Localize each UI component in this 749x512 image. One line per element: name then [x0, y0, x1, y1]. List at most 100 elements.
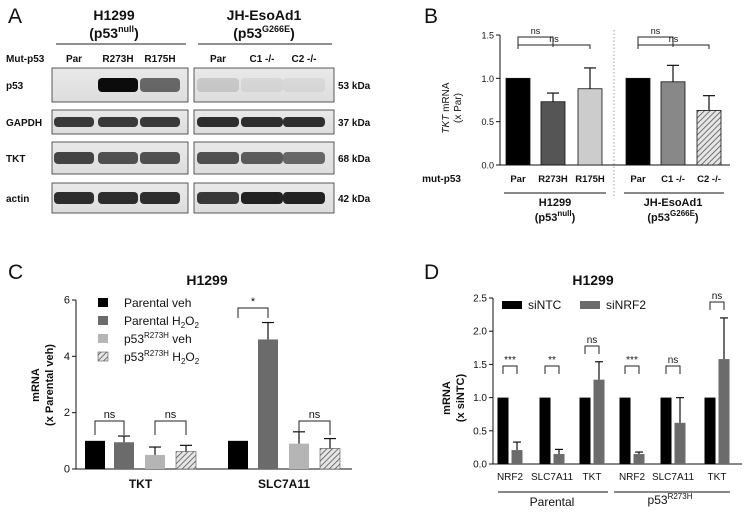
band-gapdh-left-3	[140, 117, 180, 127]
panel-b-y-tick-label: 0.5	[481, 117, 494, 127]
band-p53-right-3	[283, 78, 325, 92]
panel-d-ylabel: mRNA	[441, 381, 453, 415]
panel-d-y-tick-label: 0.5	[473, 426, 487, 437]
panel-d-group-p53-r273h: p53R273H	[648, 492, 693, 507]
legend-swatch-parental-veh	[98, 298, 108, 307]
panel-c-tkt-parental-bracket	[94, 420, 125, 435]
blot-label-p53: p53	[6, 81, 24, 92]
panel-b-c1-vs-par-significance: ns	[651, 26, 661, 36]
band-gapdh-right-2	[241, 117, 283, 127]
panel-d-6-bracket	[709, 301, 725, 310]
blot-label-actin: actin	[6, 194, 29, 205]
panel-b-row-label: mut-p53	[422, 174, 461, 185]
blot-p53-right	[193, 67, 335, 103]
panel-b-x-tick-3: R175H	[575, 174, 605, 185]
panel-d-x-tick-6: TKT	[708, 472, 727, 483]
panel-c-slc7a11-parental-bracket	[237, 307, 269, 318]
panel-c-bar-parental-veh-tkt	[85, 440, 105, 469]
panel-b-group-jh-esoad1: JH-EsoAd1	[644, 197, 703, 209]
panel-b: B TKT mRNA (x Par) 0.0 0.5 1.0 1.5 Par R273H R…	[422, 5, 730, 224]
panel-b-x-tick-6: C2 -/-	[697, 174, 721, 185]
panel-b-c2-vs-par-bracket	[637, 44, 710, 49]
panel-b-y-tick-label: 1.5	[481, 31, 494, 41]
panel-c-legend: Parental veh Parental H2O2 p53R273H veh …	[97, 296, 200, 366]
lane-label-left-par: Par	[66, 54, 82, 65]
band-p53-right-2	[241, 78, 283, 92]
band-tkt-right-1	[197, 152, 239, 164]
panel-d-y-tick-label: 0.0	[473, 460, 487, 471]
band-gapdh-right-1	[197, 117, 239, 127]
panel-d-x-tick-1: NRF2	[497, 472, 524, 483]
legend-swatch-sinrf2	[580, 301, 600, 309]
legend-swatch-p53-r273h-veh	[98, 334, 108, 343]
band-gapdh-left-2	[98, 117, 138, 127]
panel-c-x-tick-tkt: TKT	[129, 477, 153, 491]
panel-b-group-h1299: H1299	[539, 197, 571, 209]
panel-d: D H1299 mRNA (x siNTC) 0.0 0.5 1.0 1.5 2.0 2.…	[424, 261, 742, 509]
band-actin-left-1	[54, 192, 94, 204]
panel-c-title: H1299	[186, 272, 227, 288]
band-gapdh-left-1	[54, 117, 94, 127]
panel-b-bar-5	[660, 81, 686, 166]
panel-d-legend: siNTC siNRF2	[502, 298, 646, 312]
panel-d-chart: 0.0 0.5 1.0 1.5 2.0 2.5 NRF2 SLC7A11 TKT NRF2 SLC7…	[473, 291, 742, 493]
lane-label-right-c2: C2 -/-	[292, 54, 317, 65]
legend-swatch-sintc	[502, 301, 522, 309]
blot-size-tkt: 68 kDa	[338, 154, 371, 165]
panel-c-tkt-p53-bracket	[154, 420, 187, 435]
panel-d-1-bracket	[502, 365, 518, 374]
panel-d-4-bracket	[624, 365, 640, 374]
band-gapdh-right-3	[283, 117, 325, 127]
panel-b-c2-vs-par-significance: ns	[669, 34, 679, 44]
panel-b-x-tick-1: Par	[510, 174, 526, 185]
lane-label-right-par: Par	[210, 54, 226, 65]
panel-a-right-genotype: (p53G266E)	[233, 24, 295, 41]
panel-c-bar-p53r273h-h2o2-slc7a11	[319, 448, 341, 470]
panel-d-2-bracket	[544, 365, 560, 374]
panel-c-bar-p53r273h-veh-tkt	[145, 454, 165, 469]
blot-size-actin: 42 kDa	[338, 194, 371, 205]
panel-d-bar-sinrf2-1	[511, 450, 523, 464]
panel-b-r175h-vs-par-significance: ns	[549, 34, 559, 44]
panel-a-left-cell-line: H1299	[93, 7, 134, 23]
panel-d-x-tick-5: SLC7A11	[652, 472, 695, 483]
legend-label-parental-h2o2: Parental H2O2	[124, 314, 200, 330]
panel-b-bar-6	[696, 110, 722, 166]
panel-c-y-tick-label: 2	[64, 407, 70, 419]
band-actin-right-3	[283, 192, 325, 204]
legend-label-p53-r273h-h2o2: p53R273H H2O2	[124, 349, 200, 366]
legend-swatch-p53-r273h-h2o2	[97, 351, 109, 362]
panel-a-right-cell-line: JH-EsoAd1	[227, 7, 302, 23]
panel-d-bar-sinrf2-3	[593, 379, 605, 464]
panel-d-5-bracket	[665, 365, 681, 374]
panel-b-r175h-vs-par-bracket	[517, 44, 591, 49]
panel-d-bar-sinrf2-2	[553, 454, 565, 464]
band-actin-right-1	[197, 192, 239, 204]
panel-c: C H1299 mRNA (x Parental veh) 0 2 4 6 TKT SLC…	[8, 261, 352, 491]
panel-d-group-parental: Parental	[530, 495, 575, 509]
panel-d-4-significance: ***	[626, 355, 638, 366]
legend-label-p53-r273h-veh: p53R273H veh	[124, 331, 192, 346]
panel-d-6-significance: ns	[712, 291, 723, 302]
panel-c-bar-p53r273h-h2o2-tkt	[175, 451, 197, 470]
panel-b-ylabel-line2: (x Par)	[453, 93, 464, 123]
band-tkt-left-2	[98, 152, 138, 164]
panel-c-bar-parental-h2o2-slc7a11	[258, 339, 278, 469]
panel-b-r273h-vs-par-significance: ns	[531, 26, 541, 36]
panel-c-tkt-p53-significance: ns	[165, 409, 177, 421]
panel-d-bar-sintc-3	[579, 397, 591, 464]
panel-b-chart: 0.0 0.5 1.0 1.5 Par R273H R175H Par C1 -/- C2 -/-…	[481, 26, 730, 198]
panel-d-bar-sintc-2	[539, 397, 551, 464]
panel-b-r273h-vs-par-bracket	[517, 36, 554, 47]
panel-c-ylabel-line2: (x Parental veh)	[44, 344, 56, 426]
panel-d-bar-sintc-6	[704, 397, 716, 464]
panel-b-bar-3	[577, 88, 603, 166]
panel-d-2-significance: **	[548, 355, 556, 366]
panel-b-x-tick-4: Par	[630, 174, 646, 185]
panel-d-title: H1299	[572, 272, 613, 288]
panel-b-x-tick-2: R273H	[538, 174, 568, 185]
panel-b-c1-vs-par-bracket	[637, 36, 674, 47]
legend-label-parental-veh: Parental veh	[124, 296, 191, 310]
panel-a-left-genotype: (p53null)	[89, 24, 138, 41]
blot-label-gapdh: GAPDH	[6, 118, 42, 129]
